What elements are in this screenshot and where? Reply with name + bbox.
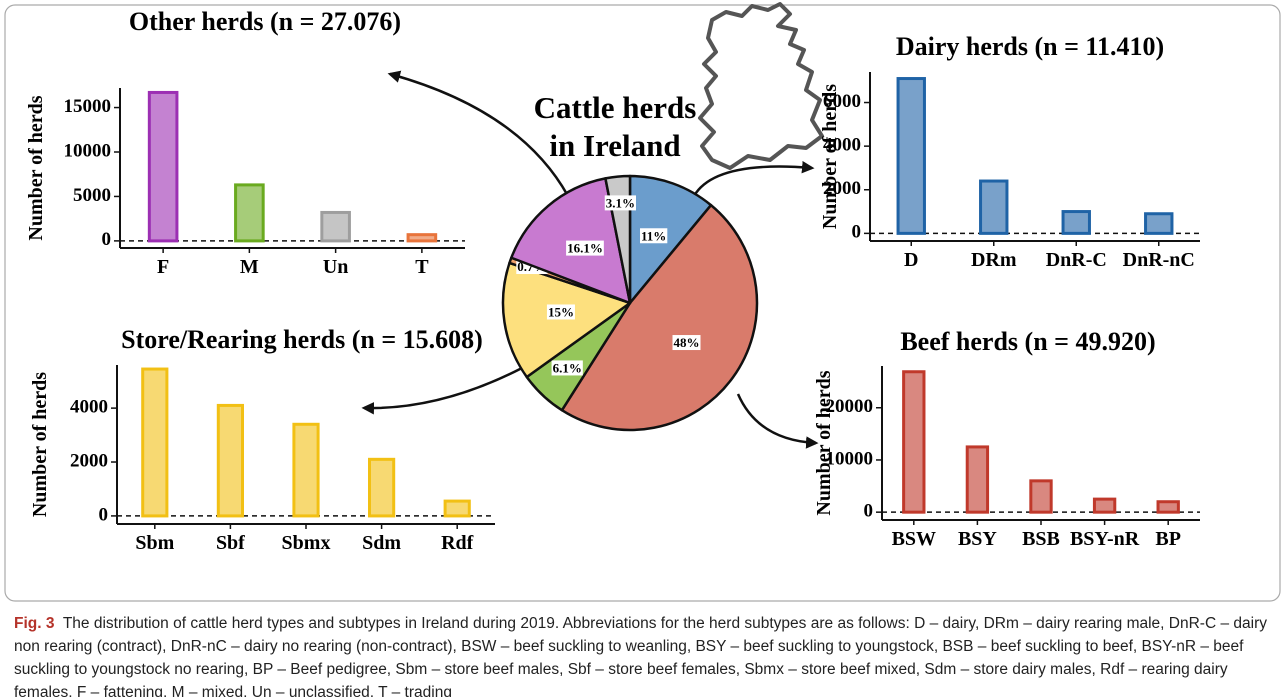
y-tick-label: 4000 xyxy=(70,396,108,417)
arrow xyxy=(692,160,815,197)
bar xyxy=(147,90,179,243)
y-axis-label: Number of herds xyxy=(813,370,835,515)
x-tick-label: BSW xyxy=(892,528,936,550)
caption-text: The distribution of cattle herd types an… xyxy=(14,615,1267,697)
bar xyxy=(234,183,265,243)
arrow xyxy=(361,366,523,415)
bar xyxy=(1092,497,1117,514)
caption: Fig. 3 The distribution of cattle herd t… xyxy=(14,612,1269,697)
pie-label: 6.1% xyxy=(553,360,582,375)
bar xyxy=(902,370,926,514)
pie-label-bg xyxy=(640,228,668,244)
y-tick-label: 20000 xyxy=(826,396,874,417)
pie-label: 16.1% xyxy=(567,241,603,256)
y-tick-label: 2000 xyxy=(70,450,108,471)
x-tick-label: Sdm xyxy=(362,532,401,554)
bar xyxy=(368,457,396,518)
bar xyxy=(443,499,471,518)
x-tick-label: T xyxy=(415,256,429,278)
bar xyxy=(406,233,438,243)
y-tick-label: 2000 xyxy=(823,178,861,199)
pie-slice xyxy=(501,261,632,379)
pie-label-bg xyxy=(566,240,604,256)
pie-label: 15% xyxy=(548,304,574,319)
x-tick-label: Sbm xyxy=(135,532,174,554)
bar xyxy=(292,422,320,518)
y-tick-label: 0 xyxy=(99,504,109,525)
y-axis-label: Number of herds xyxy=(29,372,51,517)
x-tick-label: DnR-nC xyxy=(1123,249,1195,271)
pie-label-bg xyxy=(604,195,636,211)
bar xyxy=(320,210,351,243)
arrows xyxy=(361,70,819,449)
x-tick-label: BSY-nR xyxy=(1070,528,1140,550)
chart-title: Store/Rearing herds (n = 15.608) xyxy=(121,325,483,354)
caption-label: Fig. 3 xyxy=(14,615,55,632)
ireland-map xyxy=(698,2,824,170)
bar xyxy=(1156,500,1180,514)
bar xyxy=(896,77,926,235)
x-tick-label: D xyxy=(904,249,918,271)
x-tick-label: Rdf xyxy=(441,532,474,554)
pie-label-bg xyxy=(551,360,583,376)
x-tick-label: BP xyxy=(1155,528,1181,550)
y-tick-label: 15000 xyxy=(64,96,112,117)
bar xyxy=(216,403,244,518)
bar xyxy=(965,445,990,514)
x-tick-label: DnR-C xyxy=(1046,249,1107,271)
y-tick-label: 6000 xyxy=(823,91,861,112)
x-tick-label: BSY xyxy=(958,528,997,550)
pie-label: 11% xyxy=(641,228,666,243)
y-tick-label: 0 xyxy=(852,222,862,243)
pie-slice xyxy=(560,203,759,432)
arrow xyxy=(387,70,570,197)
chart-title: Beef herds (n = 49.920) xyxy=(900,327,1155,356)
pie-label: 3.1% xyxy=(606,195,635,210)
y-tick-label: 0 xyxy=(102,229,112,250)
pie-label: 48% xyxy=(674,335,700,350)
y-axis-label: Number of herds xyxy=(25,95,47,240)
x-tick-label: Sbmx xyxy=(282,532,331,554)
x-tick-label: BSB xyxy=(1022,528,1060,550)
bar xyxy=(1029,479,1053,514)
x-tick-label: M xyxy=(240,256,259,278)
bar xyxy=(1144,212,1174,235)
y-tick-label: 10000 xyxy=(64,140,112,161)
pie-title: Cattle herds xyxy=(534,90,697,125)
y-tick-label: 5000 xyxy=(73,185,111,206)
chart-title: Other herds (n = 27.076) xyxy=(129,7,401,36)
y-tick-label: 0 xyxy=(864,501,874,522)
x-tick-label: F xyxy=(157,256,169,278)
y-axis-label: Number of herds xyxy=(819,84,841,229)
bar xyxy=(979,179,1009,235)
x-tick-label: Sbf xyxy=(216,532,245,554)
x-tick-label: DRm xyxy=(971,249,1017,271)
chart-title: Dairy herds (n = 11.410) xyxy=(896,32,1164,61)
y-tick-label: 4000 xyxy=(823,135,861,156)
bar xyxy=(141,367,169,518)
pie-label-bg xyxy=(672,335,701,351)
x-tick-label: Un xyxy=(323,256,349,278)
y-tick-label: 10000 xyxy=(826,448,874,469)
bar xyxy=(1061,210,1091,235)
pie-title: in Ireland xyxy=(549,128,680,163)
pie-label-bg xyxy=(546,304,575,320)
pie-slice xyxy=(628,174,713,305)
frame xyxy=(4,4,1281,602)
arrow xyxy=(736,393,819,449)
